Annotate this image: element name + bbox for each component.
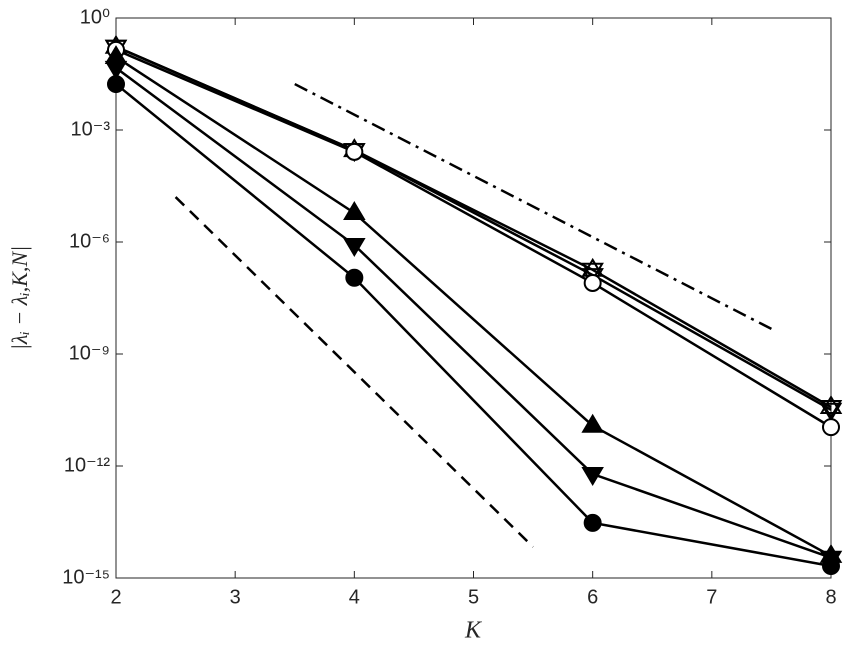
y-tick-label: 10⁻⁶ <box>69 230 110 252</box>
series-line <box>115 83 832 568</box>
y-tick-label: 10⁻³ <box>71 118 111 140</box>
marker <box>822 556 840 575</box>
reference-line <box>294 82 772 331</box>
series-line <box>115 66 832 559</box>
y-axis-label: |λᵢ − λᵢ,K,N| <box>7 246 32 350</box>
x-tick-label: 2 <box>110 586 121 608</box>
series-line <box>115 55 832 558</box>
marker <box>104 60 128 80</box>
reference-line <box>174 196 534 548</box>
plot-frame <box>115 17 832 579</box>
marker <box>819 395 843 419</box>
marker <box>345 142 364 161</box>
marker <box>345 268 364 287</box>
marker <box>343 238 366 257</box>
marker <box>583 513 602 532</box>
marker <box>107 75 125 94</box>
marker <box>343 200 366 220</box>
marker <box>581 413 604 433</box>
y-tick-label: 10⁻¹² <box>64 454 110 476</box>
x-tick-label: 8 <box>825 586 836 608</box>
series-line <box>115 45 832 411</box>
y-tick-label: 10⁰ <box>80 6 110 28</box>
marker <box>819 402 843 422</box>
series-line <box>115 45 832 409</box>
x-tick-label: 5 <box>468 586 479 608</box>
y-tick-label: 10⁻¹⁵ <box>62 566 110 588</box>
marker <box>581 467 604 486</box>
x-tick-label: 7 <box>706 586 717 608</box>
x-tick-label: 6 <box>587 586 598 608</box>
x-tick-label: 3 <box>230 586 241 608</box>
y-tick-label: 10⁻⁹ <box>69 342 110 364</box>
marker <box>583 273 602 292</box>
series-line <box>115 48 832 429</box>
marker <box>822 418 840 437</box>
x-tick-label: 4 <box>349 586 360 608</box>
x-axis-label: K <box>464 618 483 644</box>
